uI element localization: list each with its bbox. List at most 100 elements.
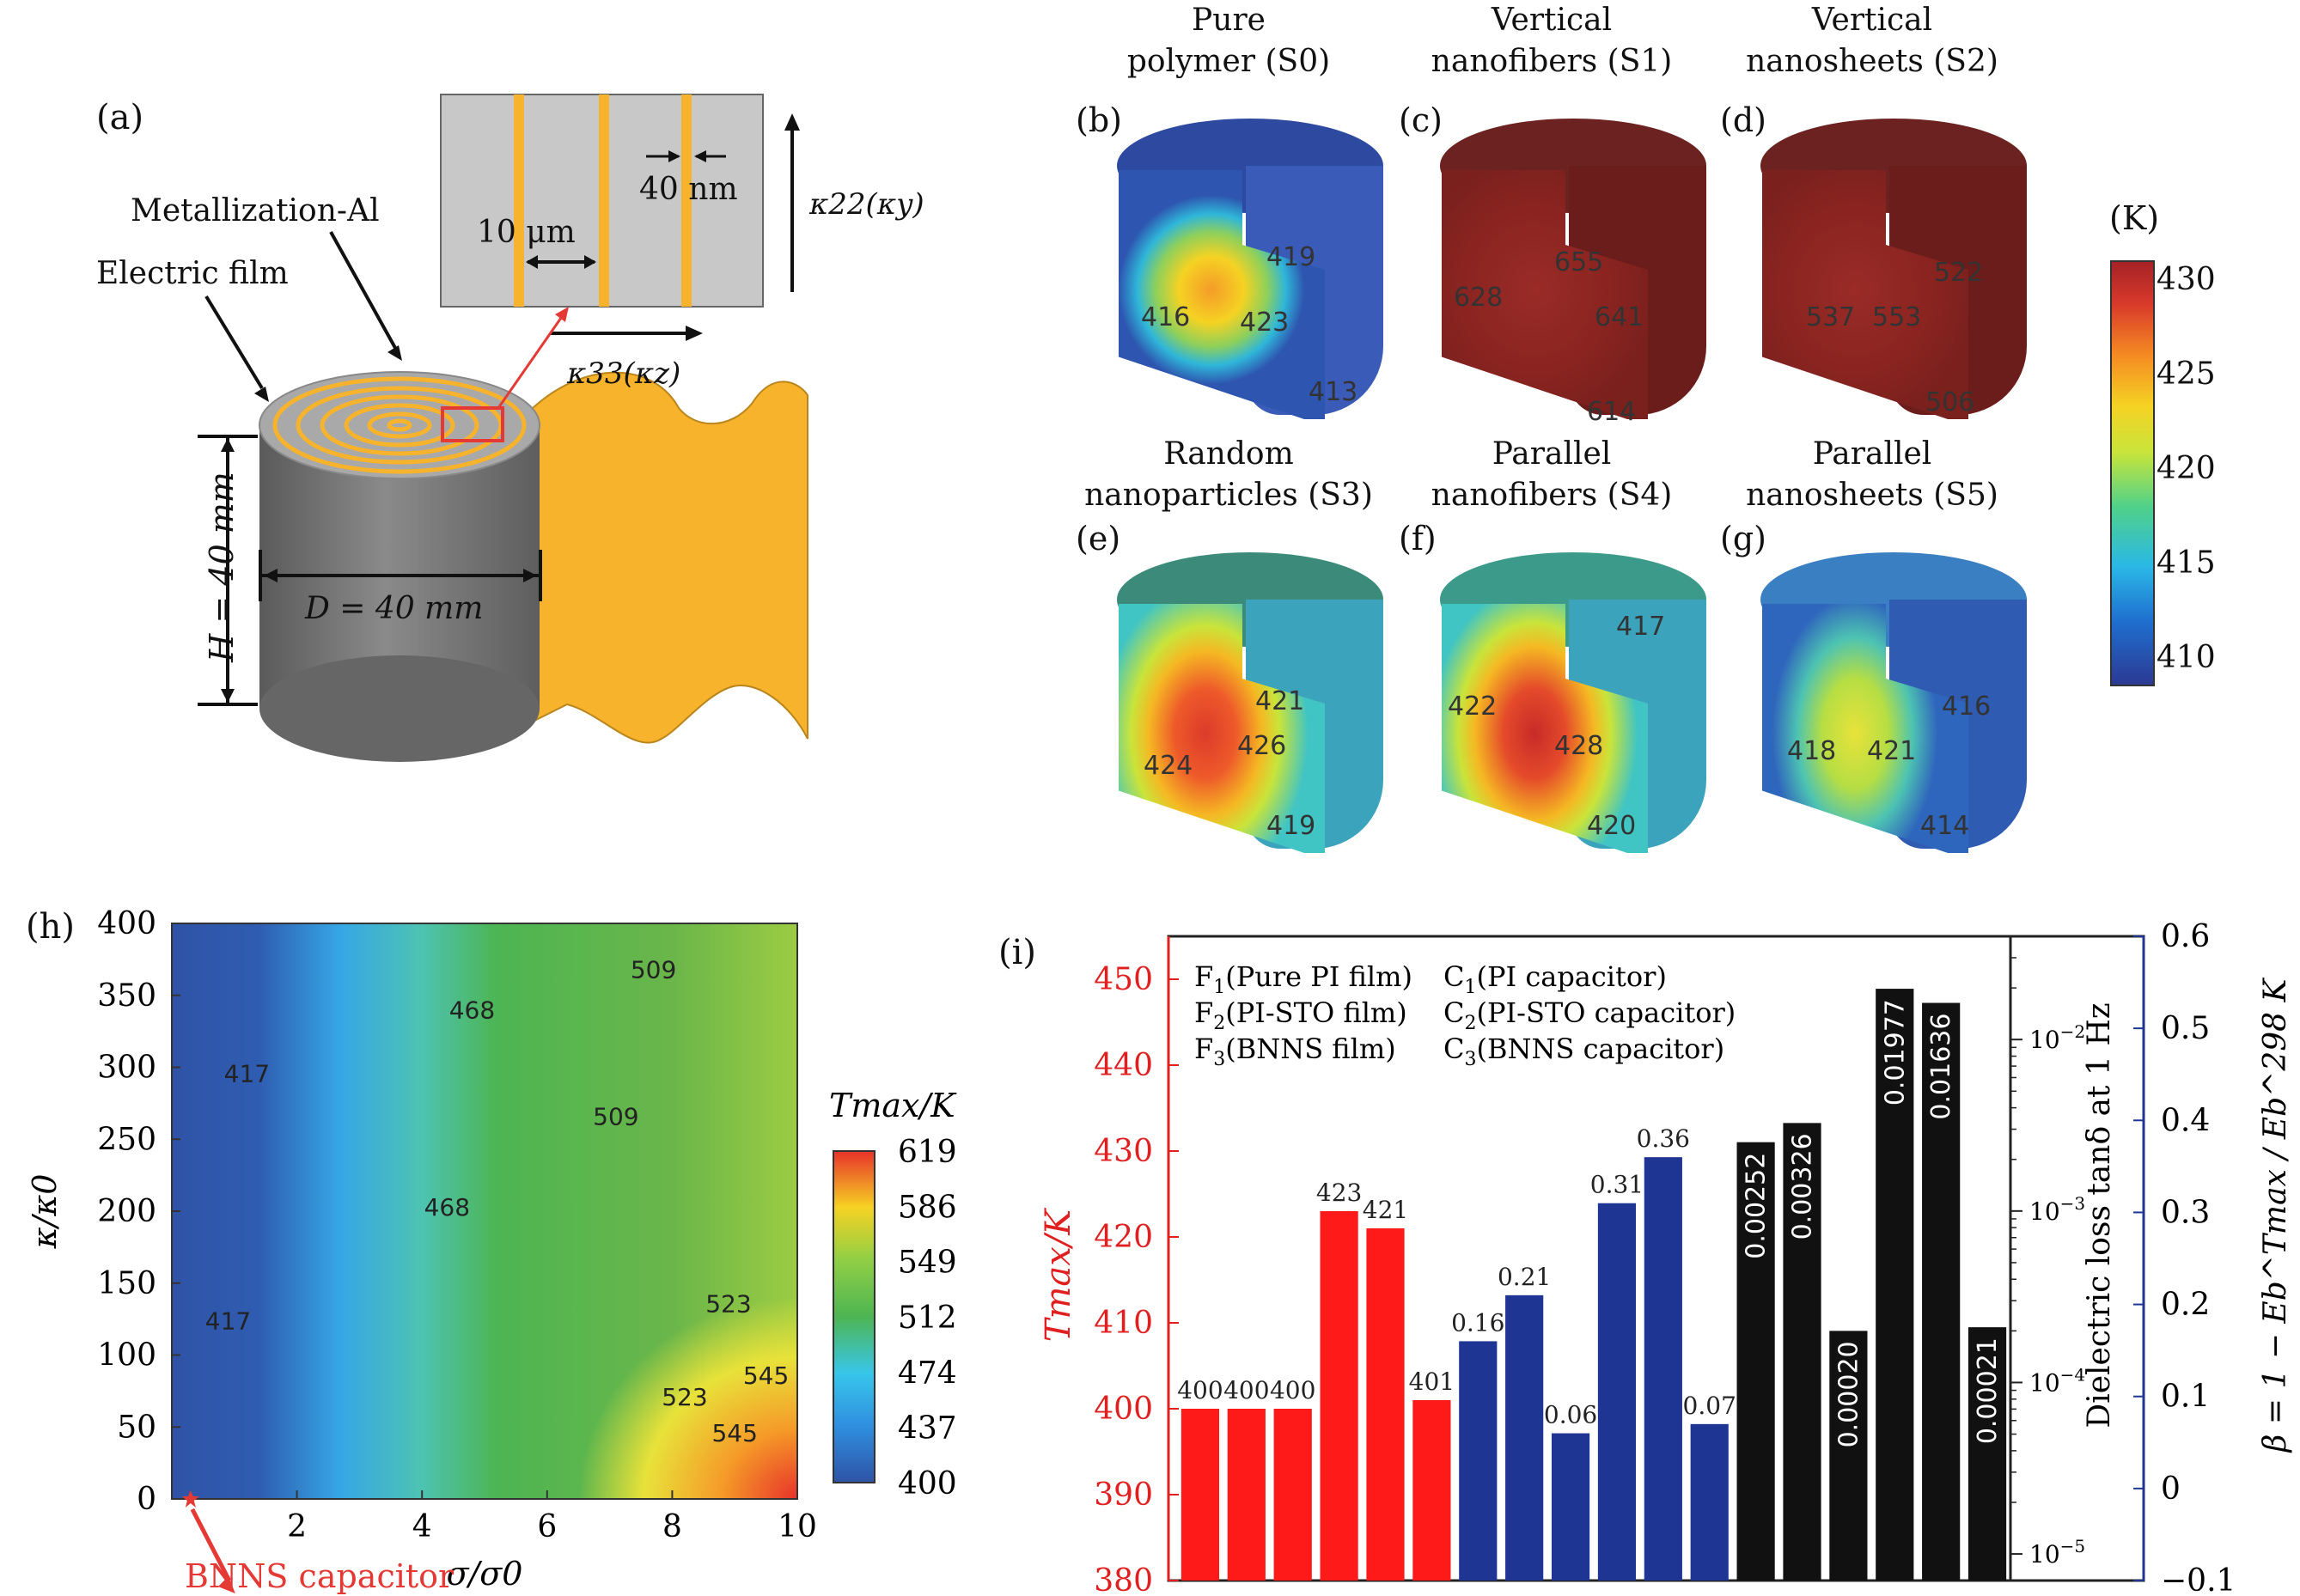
thermal-colorbar-tick: 420 bbox=[2157, 451, 2216, 486]
y-tick-label: 350 bbox=[97, 978, 156, 1014]
thermal-colorbar-tick: 415 bbox=[2157, 545, 2216, 581]
bar bbox=[1876, 989, 1914, 1581]
arrow-head-icon bbox=[555, 307, 569, 322]
contour-value-label: 545 bbox=[743, 1361, 789, 1390]
bar bbox=[1459, 1341, 1498, 1581]
bar bbox=[1320, 1211, 1358, 1581]
x-category-label: F1 bbox=[1183, 1593, 1217, 1596]
thermal-panel-title: nanosheets (S5) bbox=[1746, 478, 1998, 513]
left-tick-label: 400 bbox=[1094, 1392, 1153, 1427]
winding-rings bbox=[272, 376, 527, 474]
x-category-label: C2 bbox=[1367, 1593, 1404, 1596]
spacing-label: 10 μm bbox=[477, 215, 576, 250]
arrow-head-icon bbox=[584, 255, 596, 269]
arrow-head-icon bbox=[217, 1576, 235, 1593]
bar-value-label: 421 bbox=[1363, 1196, 1408, 1224]
bar-value-label: 0.00020 bbox=[1833, 1341, 1864, 1447]
marker-pointer-arrow bbox=[190, 1508, 232, 1582]
arrow-head-icon bbox=[526, 255, 538, 269]
bar bbox=[1968, 1327, 2007, 1581]
thermal-value-label: 413 bbox=[1309, 377, 1358, 407]
left-tick-label: 450 bbox=[1094, 962, 1153, 997]
x-tick-label: 8 bbox=[662, 1509, 682, 1544]
thermal-panel-label: (f) bbox=[1399, 520, 1437, 557]
left-tick-label: 410 bbox=[1094, 1306, 1153, 1341]
x-tick-label: 6 bbox=[537, 1509, 557, 1544]
legend-entry: C2(PI-STO capacitor) bbox=[1443, 996, 1736, 1034]
thermal-panel-title: Vertical bbox=[1491, 3, 1613, 38]
bar bbox=[1597, 1203, 1637, 1581]
thermal-panel-title: nanofibers (S4) bbox=[1431, 478, 1673, 513]
arrow-head-icon bbox=[694, 150, 706, 162]
thermal-value-label: 416 bbox=[1141, 302, 1191, 332]
bar bbox=[1690, 1423, 1729, 1581]
bar-value-label: 400 bbox=[1177, 1376, 1223, 1404]
arrow-head-icon bbox=[221, 689, 235, 703]
thermal-cutaway-model: 655 628 641 614 bbox=[1440, 119, 1706, 428]
thermal-value-label: 522 bbox=[1934, 258, 1984, 288]
x-category-label: C1 bbox=[1321, 1593, 1357, 1596]
thermal-colorbar-ticks: 430 425 420 415 410 bbox=[2157, 249, 2260, 696]
tmax-colorbar bbox=[833, 1150, 875, 1483]
x-category-label: C1 bbox=[1876, 1593, 1913, 1596]
tmax-colorbar-tick: 437 bbox=[898, 1411, 957, 1447]
thermal-value-label: 417 bbox=[1616, 612, 1666, 642]
thermal-panel-title: Parallel bbox=[1492, 436, 1612, 472]
log-tick-label: 10−3 bbox=[2029, 1193, 2085, 1226]
bar-value-label: 400 bbox=[1270, 1376, 1315, 1404]
x-category-label: C2 bbox=[1644, 1593, 1681, 1596]
legend-entry: C3(BNNS capacitor) bbox=[1443, 1033, 1724, 1070]
bar bbox=[1366, 1228, 1405, 1581]
bar-value-label: 401 bbox=[1409, 1368, 1455, 1396]
electric-film-label: Electric film bbox=[96, 256, 289, 291]
left-tick-label: 440 bbox=[1094, 1048, 1153, 1083]
thermal-colorbar-unit: (K) bbox=[2109, 199, 2160, 237]
pointer-arrow bbox=[204, 295, 264, 390]
left-tick-label: 380 bbox=[1094, 1563, 1153, 1596]
right-tick-label: 0.2 bbox=[2161, 1288, 2210, 1323]
arrow-head-icon bbox=[387, 345, 402, 361]
right-tick-label: 0 bbox=[2161, 1471, 2181, 1507]
y-tick-label: 50 bbox=[117, 1410, 156, 1445]
cylinder-bottom bbox=[259, 655, 540, 762]
thermal-cutaway-model: 416 418 421 414 bbox=[1760, 552, 2027, 862]
bar bbox=[1412, 1400, 1451, 1581]
contour-value-label: 523 bbox=[705, 1289, 751, 1318]
contour-value-label: 417 bbox=[205, 1307, 251, 1335]
y-tick-label: 250 bbox=[97, 1122, 156, 1157]
bar-value-label: 0.07 bbox=[1683, 1392, 1736, 1420]
thermal-value-label: 416 bbox=[1942, 691, 1992, 722]
bar-value-label: 0.00326 bbox=[1788, 1133, 1818, 1240]
heatmap-hot-corner bbox=[172, 923, 797, 1499]
arrow-head-icon bbox=[221, 438, 235, 452]
pointer-arrow bbox=[329, 231, 397, 349]
panel-i-label: (i) bbox=[998, 933, 1037, 972]
bar-chart: 380 390 400 410 420 430 440 450 −0.1 0 0.1 0.2 0.3 0.… bbox=[1039, 919, 2293, 1596]
legend-entry: F1(Pure PI film) bbox=[1194, 960, 1412, 998]
thermal-value-label: 419 bbox=[1266, 811, 1316, 841]
thermal-colorbar-tick: 425 bbox=[2157, 356, 2216, 392]
legend-entry: F2(PI-STO film) bbox=[1194, 996, 1407, 1034]
tmax-colorbar-tick: 619 bbox=[898, 1135, 957, 1170]
bar-value-label: 0.06 bbox=[1544, 1401, 1597, 1429]
bar bbox=[1227, 1409, 1266, 1581]
thermal-panel-title: Parallel bbox=[1812, 436, 1932, 472]
arrow-head-icon bbox=[784, 113, 800, 131]
contour-value-label: 509 bbox=[631, 956, 676, 984]
bar-value-label: 0.00021 bbox=[1973, 1337, 2003, 1444]
arrow-head-icon bbox=[264, 569, 278, 582]
thermal-value-label: 428 bbox=[1554, 731, 1604, 761]
arrow-head-icon bbox=[254, 387, 269, 402]
bar-value-label: 0.01636 bbox=[1926, 1014, 1956, 1120]
thermal-panel-title: nanoparticles (S3) bbox=[1084, 478, 1373, 513]
contour-value-label: 417 bbox=[224, 1059, 270, 1087]
x-category-label: F3 bbox=[1276, 1593, 1310, 1596]
log-axis-label: Dielectric loss tanδ at 1 Hz bbox=[2082, 1002, 2117, 1428]
metal-stripe bbox=[681, 94, 692, 307]
x-category-label: F2 bbox=[1229, 1593, 1264, 1596]
bar bbox=[1783, 1123, 1821, 1581]
bar-value-label: 400 bbox=[1223, 1376, 1269, 1404]
y-tick-label: 200 bbox=[97, 1194, 156, 1229]
left-tick-label: 390 bbox=[1094, 1477, 1153, 1513]
thermal-value-label: 414 bbox=[1920, 811, 1970, 841]
